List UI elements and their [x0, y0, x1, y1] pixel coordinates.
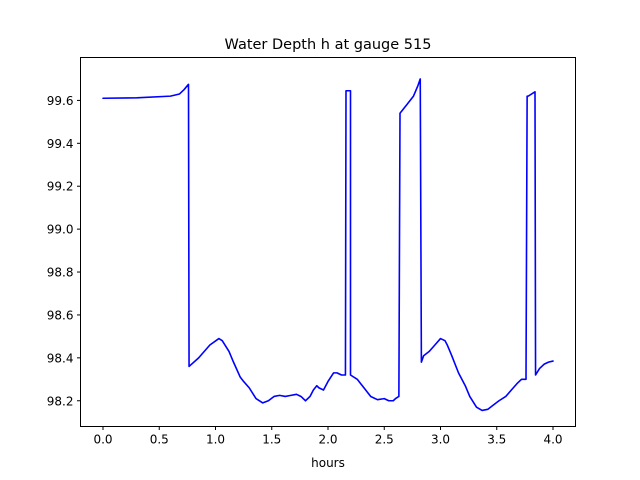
x-axis-label: hours	[311, 456, 345, 470]
x-tick-label: 2.5	[375, 433, 394, 447]
series-line-0	[102, 78, 554, 412]
y-tick-label: 99.6	[47, 94, 74, 108]
chart-title: Water Depth h at gauge 515	[225, 37, 432, 53]
y-tick-label: 98.4	[47, 351, 74, 365]
x-tick-label: 1.0	[206, 433, 225, 447]
y-tick-label: 99.4	[47, 137, 74, 151]
y-tick-label: 98.6	[47, 308, 74, 322]
y-tick-label: 99.0	[47, 223, 74, 237]
axes-frame	[80, 57, 576, 427]
x-tick-label: 0.5	[150, 433, 169, 447]
x-tick-label: 3.5	[487, 433, 506, 447]
x-tick-label: 1.5	[262, 433, 281, 447]
y-axis-ticks: 98.2 98.4 98.6 98.8 99.0 99.2 99.4 99.6	[47, 94, 81, 408]
x-tick-label: 0.0	[93, 433, 112, 447]
plot-area	[102, 78, 554, 412]
x-tick-label: 2.0	[318, 433, 337, 447]
y-tick-label: 99.2	[47, 180, 74, 194]
x-tick-label: 4.0	[543, 433, 562, 447]
x-tick-label: 3.0	[431, 433, 450, 447]
y-tick-label: 98.8	[47, 266, 74, 280]
x-axis-ticks: 0.0 0.5 1.0 1.5 2.0 2.5 3.0 3.5 4.0	[93, 426, 563, 447]
y-tick-label: 98.2	[47, 394, 74, 408]
